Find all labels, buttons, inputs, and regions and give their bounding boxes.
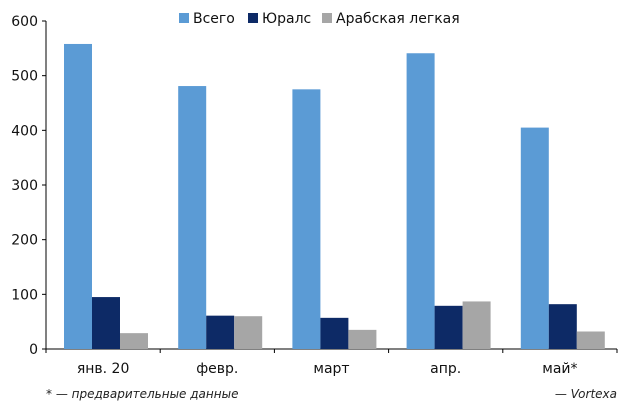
bar <box>64 43 92 350</box>
legend-label: Арабская легкая <box>336 11 460 27</box>
bar <box>520 127 549 349</box>
chart-legend: Всего Юралс Арабская легкая <box>179 11 460 27</box>
y-tick-label: 600 <box>11 14 38 30</box>
bar <box>120 333 148 349</box>
bar <box>348 329 377 349</box>
bar <box>434 305 463 349</box>
x-tick-labels: янв. 20 февр. март апр. май* <box>77 361 578 377</box>
x-tick-label: март <box>313 361 349 377</box>
y-tick-label: 200 <box>11 233 38 249</box>
y-tick-label: 500 <box>11 69 38 85</box>
x-tick-label: май* <box>542 361 577 377</box>
x-tick-label: февр. <box>196 361 238 377</box>
legend-swatch <box>248 13 258 23</box>
legend-swatch <box>322 13 332 23</box>
legend-label: Всего <box>193 11 235 27</box>
x-tick-label: янв. 20 <box>77 361 130 377</box>
legend-swatch <box>179 13 189 23</box>
bar <box>548 304 577 349</box>
chart-bars <box>64 43 605 350</box>
y-tick-label: 300 <box>11 178 38 194</box>
bar <box>292 89 321 349</box>
footnote: * — предварительные данные <box>46 387 239 401</box>
y-tick-labels: 0 100 200 300 400 500 600 <box>11 14 38 358</box>
bar <box>406 53 435 350</box>
legend-label: Юралс <box>262 11 311 27</box>
bar <box>178 86 207 349</box>
x-tick-label: апр. <box>430 361 461 377</box>
bar <box>206 315 235 349</box>
source-note: — Vortexa <box>554 387 617 401</box>
bar <box>576 331 605 349</box>
bar <box>234 316 263 349</box>
bar <box>462 301 491 349</box>
y-tick-label: 0 <box>29 342 38 358</box>
bar <box>92 297 120 349</box>
y-tick-label: 100 <box>11 287 38 303</box>
bar <box>320 317 349 349</box>
y-tick-label: 400 <box>11 123 38 139</box>
